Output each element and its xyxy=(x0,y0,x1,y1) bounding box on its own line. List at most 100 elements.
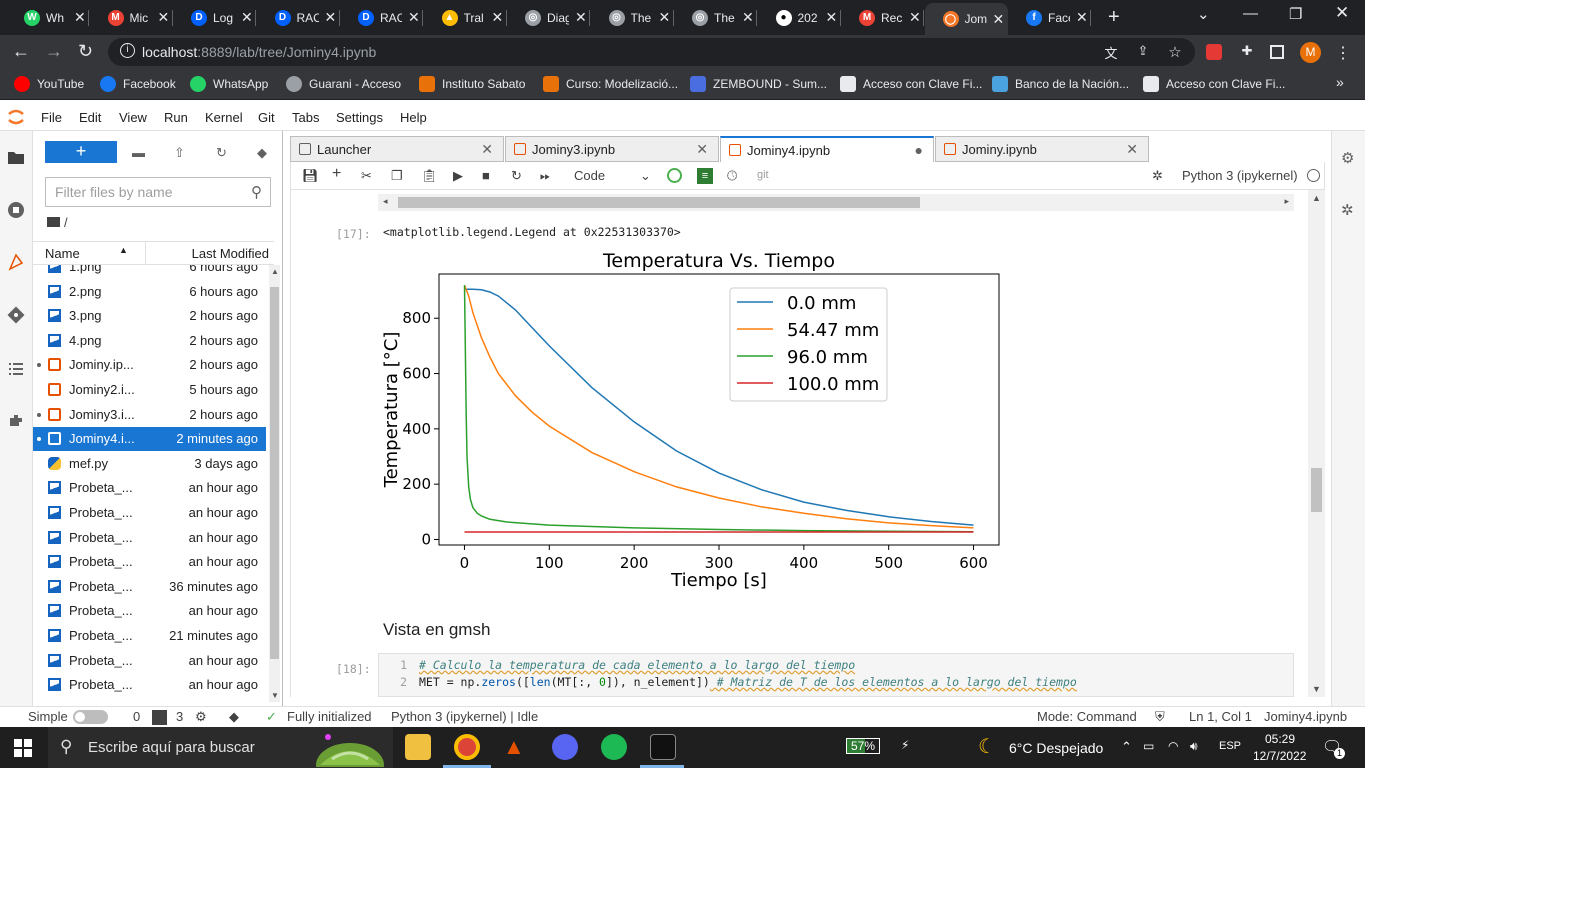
file-list-item[interactable]: Jominy.ip... 2 hours ago xyxy=(33,353,266,377)
browser-tab[interactable]: W Wh ✕ xyxy=(6,4,89,31)
battery-indicator[interactable]: 57% xyxy=(846,738,881,754)
dock-tab[interactable]: Jominy4.ipynb ● xyxy=(720,136,934,162)
browser-tab[interactable]: ▲ Tral ✕ xyxy=(424,4,507,31)
code-cell-editor[interactable]: 1 # Calculo la temperatura de cada elemen… xyxy=(378,653,1294,697)
bookmark-item[interactable]: Facebook xyxy=(100,76,176,92)
copy-icon[interactable]: ❐ xyxy=(391,168,403,183)
share-icon[interactable]: ⇪ xyxy=(1137,43,1149,58)
running-icon[interactable] xyxy=(7,201,25,219)
cell-type-select[interactable]: Code xyxy=(574,168,606,183)
clock-date[interactable]: 12/7/2022 xyxy=(1253,749,1307,763)
browser-tab[interactable]: M Mic ✕ xyxy=(90,4,173,31)
cursor-position[interactable]: Ln 1, Col 1 xyxy=(1189,709,1252,724)
filter-files-input[interactable]: Filter files by name ⚲ xyxy=(45,177,271,207)
file-list-item[interactable]: 3.png 2 hours ago xyxy=(33,304,266,328)
back-icon[interactable]: ← xyxy=(12,41,30,61)
matlab-icon[interactable]: ▲ xyxy=(503,734,525,759)
bookmark-item[interactable]: Banco de la Nación... xyxy=(992,76,1129,92)
bookmark-item[interactable]: Acceso con Clave Fi... xyxy=(840,76,982,92)
bookmark-item[interactable]: WhatsApp xyxy=(190,76,268,92)
file-list-item[interactable]: Probeta_... an hour ago xyxy=(33,599,266,623)
folder-icon[interactable] xyxy=(7,148,25,166)
browser-menu-icon[interactable]: ⋮ xyxy=(1335,45,1351,62)
discord-icon[interactable] xyxy=(552,734,578,760)
profile-avatar[interactable]: M xyxy=(1300,42,1321,63)
new-tab-button[interactable]: + xyxy=(1108,6,1120,28)
kernel-status[interactable]: Python 3 (ipykernel) | Idle xyxy=(391,709,539,724)
kernel-count[interactable]: 3 xyxy=(176,709,184,724)
column-modified-header[interactable]: Last Modified xyxy=(191,246,269,261)
browser-tab[interactable]: ◎ The ✕ xyxy=(591,4,674,31)
paste-icon[interactable]: 📋︎ xyxy=(421,168,438,183)
file-list-item[interactable]: Probeta_... an hour ago xyxy=(33,476,266,500)
menu-git[interactable]: Git xyxy=(258,110,275,125)
close-tab-icon[interactable]: ✕ xyxy=(481,141,493,157)
close-tab-icon[interactable]: ✕ xyxy=(909,9,921,25)
language-indicator[interactable]: ESP xyxy=(1219,740,1242,752)
history-icon[interactable]: 🕓︎ xyxy=(727,168,738,183)
sync-icon[interactable] xyxy=(667,168,682,183)
close-tab-icon[interactable]: ✕ xyxy=(742,9,754,25)
menu-view[interactable]: View xyxy=(119,110,147,125)
simple-mode-toggle[interactable] xyxy=(73,710,108,724)
table-of-contents-icon[interactable] xyxy=(7,360,25,378)
browser-tab[interactable]: ◎ Diag ✕ xyxy=(507,4,590,31)
notebook-scroll-thumb[interactable] xyxy=(1311,468,1322,512)
run-icon[interactable]: ▶ xyxy=(453,168,463,183)
terminal-app-icon[interactable] xyxy=(650,734,676,760)
close-tab-icon[interactable]: ✕ xyxy=(1076,9,1088,25)
cut-icon[interactable]: ✂ xyxy=(361,168,372,183)
bookmark-item[interactable]: Instituto Sabato xyxy=(419,76,525,92)
git-status-icon[interactable]: ◆ xyxy=(229,709,239,724)
clock-time[interactable]: 05:29 xyxy=(1265,732,1296,746)
reload-icon[interactable]: ↻ xyxy=(78,41,94,61)
scroll-up-icon[interactable]: ▲ xyxy=(271,267,279,276)
menu-tabs[interactable]: Tabs xyxy=(292,110,320,125)
file-explorer-icon[interactable] xyxy=(405,734,431,760)
git-palette-icon[interactable] xyxy=(7,253,25,271)
moon-weather-icon[interactable]: ☾ xyxy=(978,736,996,758)
kernel-name[interactable]: Python 3 (ipykernel) xyxy=(1182,168,1298,183)
notebook-scrollbar[interactable]: ▲ ▼ xyxy=(1308,190,1325,697)
bookmark-star-icon[interactable]: ☆ xyxy=(1168,44,1182,61)
close-tab-icon[interactable]: ✕ xyxy=(825,9,838,25)
chrome-taskbar-icon[interactable] xyxy=(454,734,480,760)
tab-search-icon[interactable]: ⌄ xyxy=(1197,6,1210,23)
file-list-scrollbar[interactable]: ▲ ▼ xyxy=(269,265,280,702)
file-list-item[interactable]: Probeta_... an hour ago xyxy=(33,673,266,697)
file-list-item[interactable]: Jominy3.i... 2 hours ago xyxy=(33,403,266,427)
breadcrumb[interactable]: / xyxy=(47,215,68,230)
upload-icon[interactable]: ⇧ xyxy=(174,145,185,160)
close-tab-icon[interactable]: ✕ xyxy=(992,10,1005,27)
chevron-down-icon[interactable]: ⌄ xyxy=(640,168,651,183)
refresh-icon[interactable]: ↻ xyxy=(216,145,227,160)
file-list-item[interactable]: Probeta_... an hour ago xyxy=(33,649,266,673)
kernel-gear-icon[interactable]: ⚙ xyxy=(195,709,207,724)
extension-icon[interactable] xyxy=(1206,44,1222,60)
git-label[interactable]: git xyxy=(757,169,769,181)
menu-kernel[interactable]: Kernel xyxy=(205,110,243,125)
weather-text[interactable]: 6°C Despejado xyxy=(1009,740,1104,756)
browser-tab[interactable]: ◯ Jom ✕ xyxy=(924,3,1008,35)
new-folder-icon[interactable]: ▬ xyxy=(132,145,145,160)
restart-icon[interactable]: ↻ xyxy=(511,168,522,183)
taskbar-search[interactable]: ⚲ Escribe aquí para buscar xyxy=(48,727,393,768)
property-inspector-icon[interactable]: ⚙ xyxy=(1341,150,1355,167)
file-list-item[interactable]: Jominy4.i... 2 minutes ago xyxy=(33,427,266,452)
volume-icon[interactable]: 🔊︎ xyxy=(1190,739,1198,753)
translate-icon[interactable]: 文 xyxy=(1104,46,1118,61)
stop-icon[interactable]: ■ xyxy=(482,168,490,183)
file-list-item[interactable]: 1.png 6 hours ago xyxy=(33,265,266,279)
column-name-header[interactable]: Name xyxy=(45,246,80,261)
browser-tab[interactable]: ◎ The ✕ xyxy=(674,4,757,31)
hscroll-thumb[interactable] xyxy=(398,197,920,208)
extension-manager-icon[interactable] xyxy=(7,412,25,430)
bookmark-item[interactable]: Guarani - Acceso xyxy=(286,76,401,92)
close-tab-icon[interactable]: ✕ xyxy=(575,9,587,25)
menu-settings[interactable]: Settings xyxy=(336,110,383,125)
restore-button[interactable]: ❐ xyxy=(1289,6,1303,23)
bookmark-item[interactable]: Curso: Modelizació... xyxy=(543,76,678,92)
forward-icon[interactable]: → xyxy=(45,41,63,61)
close-tab-icon[interactable]: ✕ xyxy=(1126,141,1138,157)
menu-file[interactable]: File xyxy=(41,110,62,125)
